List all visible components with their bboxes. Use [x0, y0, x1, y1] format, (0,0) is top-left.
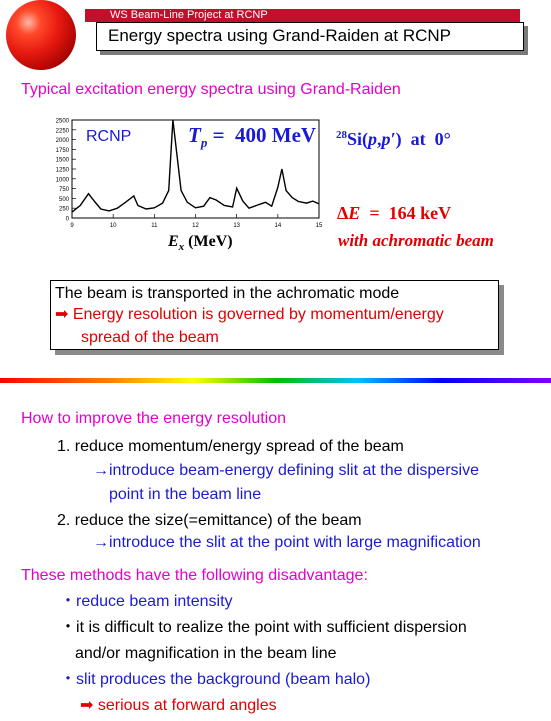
- x-tick-label: 13: [233, 223, 240, 229]
- spectrum-heading: Typical excitation energy spectra using …: [21, 81, 401, 98]
- x-tick-label: 9: [70, 223, 74, 229]
- arrow-icon: →: [93, 534, 109, 551]
- y-tick-label: 500: [59, 197, 70, 203]
- x-tick-label: 11: [151, 223, 158, 229]
- improve-item-1-sub-b: point in the beam line: [109, 486, 262, 503]
- x-tick-label: 14: [274, 223, 281, 229]
- y-tick-label: 1000: [56, 177, 70, 183]
- disadvantage-heading: These methods have the following disadva…: [21, 567, 368, 584]
- x-axis-label: Ex (MeV): [168, 233, 233, 254]
- y-tick-label: 750: [59, 187, 70, 193]
- y-tick-label: 2500: [56, 119, 70, 125]
- y-tick-label: 0: [66, 217, 70, 223]
- x-tick-label: 10: [110, 223, 117, 229]
- disadvantage-bullet-1: ・reduce beam intensity: [60, 593, 233, 610]
- bullet-icon: ・: [60, 619, 77, 636]
- y-tick-label: 2250: [56, 128, 70, 134]
- resolution-label: ΔE = 164 keV: [337, 203, 452, 223]
- y-tick-label: 1250: [56, 168, 70, 174]
- improve-item-1-sub-a: →introduce beam-energy defining slit at …: [93, 462, 479, 479]
- arrow-right-icon: ➡: [55, 306, 69, 323]
- disadvantage-bullet-3-sub: ➡ serious at forward angles: [80, 697, 277, 714]
- improve-item-2-sub: →introduce the slit at the point with la…: [93, 534, 481, 551]
- statement-line-2-text: Energy resolution is governed by momentu…: [72, 306, 444, 323]
- x-tick-labels: 9 10 11 12 13 14 15: [70, 214, 323, 229]
- project-label: WS Beam-Line Project at RCNP: [110, 9, 268, 21]
- x-tick-label: 15: [316, 223, 323, 229]
- improve-item-2: 2. reduce the size(=emittance) of the be…: [57, 512, 362, 529]
- improve-heading: How to improve the energy resolution: [21, 410, 287, 427]
- beam-energy-label: Tp = 400 MeV: [188, 123, 317, 151]
- y-tick-label: 1500: [56, 158, 70, 164]
- page-title: Energy spectra using Grand-Raiden at RCN…: [108, 26, 451, 45]
- y-tick-label: 1750: [56, 148, 70, 154]
- reaction-label: 28Si(p,p′) at 0°: [336, 129, 451, 149]
- y-tick-label: 250: [59, 207, 70, 213]
- rainbow-divider: [0, 378, 551, 383]
- bullet-icon: ・: [60, 593, 77, 610]
- bullet-icon: ・: [60, 671, 77, 688]
- statement-line-1: The beam is transported in the achromati…: [55, 285, 400, 302]
- title-box: [96, 22, 524, 51]
- sphere-logo: [6, 0, 76, 70]
- y-tick-label: 2000: [56, 138, 70, 144]
- arrow-right-icon: ➡: [80, 697, 94, 714]
- lab-label: RCNP: [86, 128, 132, 145]
- disadvantage-bullet-3: ・slit produces the background (beam halo…: [60, 671, 371, 688]
- arrow-icon: →: [93, 462, 109, 479]
- disadvantage-bullet-2-cont: and/or magnification in the beam line: [75, 645, 337, 662]
- statement-line-3: spread of the beam: [81, 329, 219, 346]
- improve-item-1: 1. reduce momentum/energy spread of the …: [57, 438, 404, 455]
- x-tick-label: 12: [192, 223, 199, 229]
- spectrum-line: [71, 119, 320, 213]
- beam-mode-label: with achromatic beam: [338, 231, 494, 250]
- statement-box: The beam is transported in the achromati…: [50, 280, 499, 350]
- header-bar: [85, 9, 520, 22]
- disadvantage-bullet-2: ・it is difficult to realize the point wi…: [60, 619, 467, 636]
- statement-line-2: ➡ Energy resolution is governed by momen…: [55, 304, 444, 325]
